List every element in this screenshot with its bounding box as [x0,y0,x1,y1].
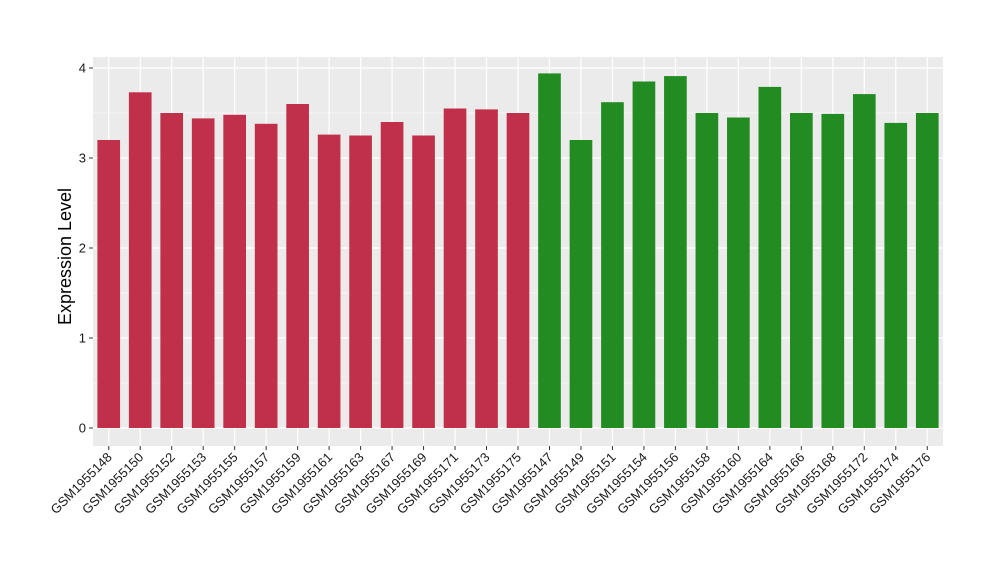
y-axis: 0 1 2 3 4 [79,61,93,436]
y-tick-label: 1 [79,331,86,346]
bar-GSM1955172 [852,94,876,428]
y-tick-label: 4 [79,61,86,76]
bar-GSM1955175 [506,113,530,428]
bar-GSM1955166 [790,113,813,428]
bar-GSM1955150 [128,92,152,429]
bar-GSM1955148 [97,140,121,428]
bar-GSM1955156 [664,76,687,428]
bar-GSM1955163 [349,135,372,428]
bar-GSM1955153 [191,118,215,429]
bar-GSM1955157 [254,123,278,429]
bar-GSM1955160 [727,117,750,428]
bar-GSM1955174 [884,122,908,429]
bar-GSM1955154 [632,81,656,428]
bar-GSM1955159 [286,104,309,428]
bar-GSM1955155 [223,114,246,429]
bar-GSM1955151 [601,102,624,428]
y-tick-label: 2 [79,241,86,256]
bar-GSM1955168 [821,113,845,429]
bar-GSM1955169 [412,135,435,428]
y-tick-label: 0 [79,421,86,436]
y-tick-label: 3 [79,151,86,166]
bar-GSM1955176 [915,113,939,428]
bars [97,73,939,429]
bar-GSM1955167 [380,122,404,428]
bar-GSM1955173 [475,109,498,429]
bar-GSM1955152 [160,113,184,428]
bar-GSM1955147 [538,73,561,429]
y-axis-title: Expression Level [55,188,75,325]
bar-GSM1955171 [443,108,467,428]
bar-GSM1955164 [758,86,782,429]
x-axis: GSM1955148GSM1955150GSM1955152GSM1955153… [48,446,933,517]
bar-GSM1955158 [695,113,719,428]
bar-GSM1955149 [569,140,593,428]
bar-GSM1955161 [317,134,341,428]
